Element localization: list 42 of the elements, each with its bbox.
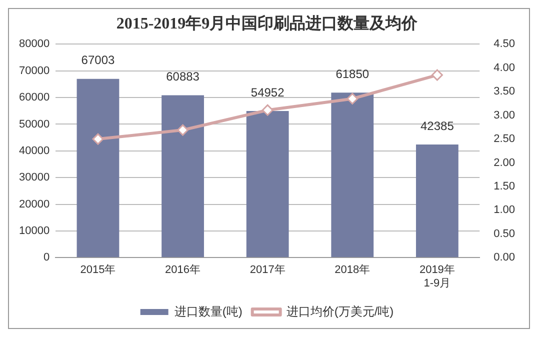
y2-tick-label: 3.00 — [494, 109, 516, 122]
x-tick-label: 2017年 — [250, 264, 286, 276]
point — [431, 69, 443, 81]
bar — [76, 78, 120, 258]
y-tick-label: 50000 — [18, 118, 50, 130]
point — [177, 124, 189, 136]
y2-tick-label: 4.00 — [494, 62, 516, 74]
data-label: 42385 — [420, 118, 454, 133]
y-tick-label: 80000 — [18, 38, 50, 50]
y-tick-label: 70000 — [18, 64, 50, 77]
x-tick-label: 2018年 — [334, 264, 370, 276]
y-tick-label: 30000 — [18, 172, 50, 184]
y2-tick-label: 1.50 — [494, 180, 516, 192]
point — [262, 104, 274, 116]
x-tick-label: 2015年 — [80, 264, 116, 276]
legend-label: 进口均价(万美元/吨) — [286, 304, 394, 318]
y2-tick-label: 2.50 — [494, 133, 516, 146]
y-tick-label: 20000 — [18, 198, 50, 210]
bar — [416, 144, 458, 258]
data-label: 60883 — [166, 70, 200, 84]
point — [346, 92, 358, 104]
point — [92, 133, 104, 145]
y-tick-label: 10000 — [18, 224, 50, 237]
legend-label: 进口数量(吨) — [174, 304, 242, 318]
bar — [331, 92, 374, 258]
x-tick-label: 2016年 — [165, 264, 201, 276]
y2-tick-label: 2.00 — [494, 156, 516, 169]
y-tick-label: 40000 — [18, 144, 50, 157]
y-tick-label: 60000 — [18, 92, 50, 104]
y2-tick-label: 3.50 — [494, 86, 516, 98]
chart-title: 2015-2019年9月中国印刷品进口数量及均价 — [116, 14, 419, 33]
y2-tick-label: 1.00 — [494, 204, 516, 216]
data-label: 54952 — [250, 85, 285, 100]
y2-tick-label: 0.00 — [494, 252, 516, 264]
y-tick-label: 0 — [43, 252, 50, 264]
bar — [162, 95, 204, 258]
data-label: 67003 — [81, 53, 115, 68]
y2-tick-label: 4.50 — [494, 38, 516, 50]
x-tick-label: 2019年 1-9月 — [419, 264, 455, 290]
data-label: 61850 — [336, 66, 370, 81]
y2-tick-label: 0.50 — [494, 228, 516, 240]
bar — [246, 111, 289, 258]
